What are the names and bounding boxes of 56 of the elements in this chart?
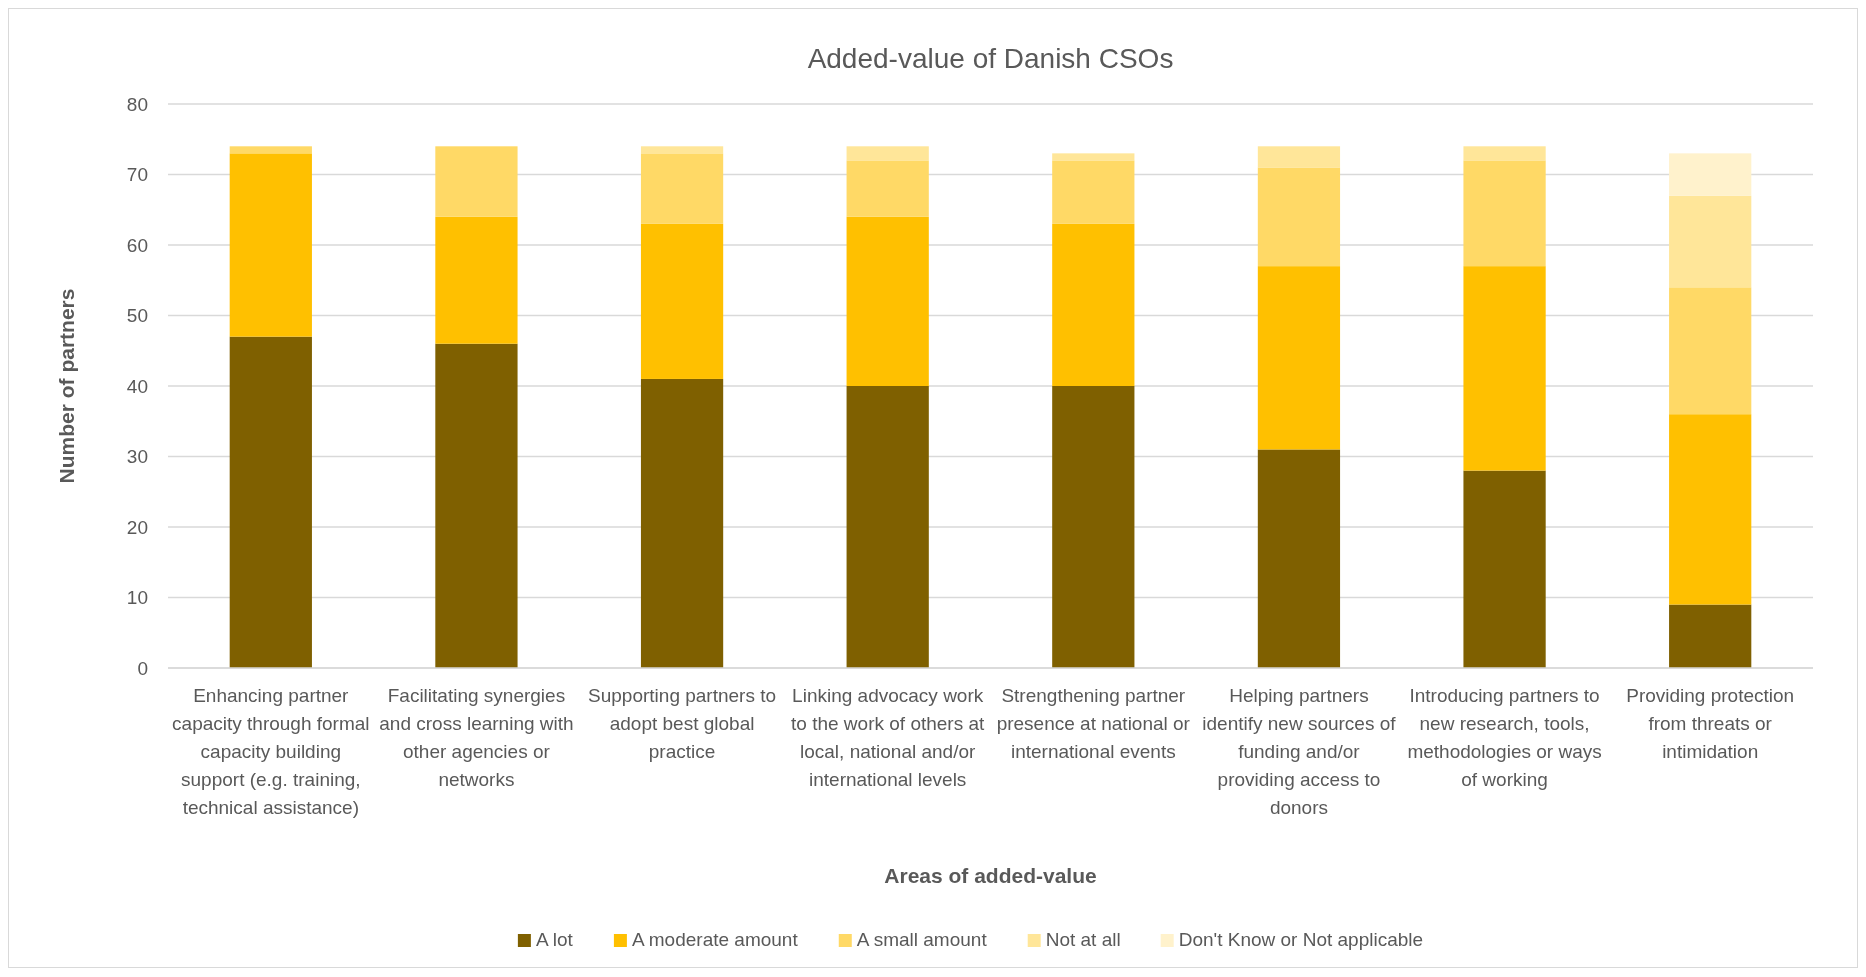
- bar: [1463, 266, 1546, 471]
- x-tick-label: Strengthening partner presence at national or international events: [996, 685, 1191, 762]
- bar: [640, 146, 724, 154]
- y-tick-label: 0: [137, 657, 148, 679]
- bar: [1669, 414, 1752, 605]
- x-tick-label: Introducing partners to new research, tools, methodologies or ways of working: [1407, 685, 1602, 790]
- bar: [846, 160, 929, 217]
- bar: [1257, 449, 1341, 668]
- bar: [1669, 604, 1752, 668]
- bar: [1669, 287, 1752, 415]
- bar: [229, 336, 312, 668]
- bar: [1257, 266, 1341, 450]
- bar: [640, 378, 724, 668]
- x-tick-label: Providing protection from threats or intimidation: [1626, 685, 1795, 762]
- y-tick-label: 80: [126, 93, 148, 115]
- bar: [1463, 470, 1546, 668]
- legend-label: A small amount: [856, 929, 988, 950]
- bar: [1257, 167, 1341, 267]
- bar: [1052, 160, 1135, 224]
- y-tick-label: 30: [126, 446, 148, 468]
- y-axis-title: Number of partners: [55, 288, 78, 484]
- chart-title: Added-value of Danish CSOs: [807, 43, 1174, 74]
- bar: [1052, 386, 1135, 668]
- y-tick-label: 50: [126, 305, 148, 327]
- legend-label: A moderate amount: [631, 929, 799, 950]
- bar: [1257, 146, 1341, 168]
- bar: [846, 216, 929, 386]
- x-tick-label: Helping partners identify new sources of funding and/or providing access to donors: [1202, 685, 1397, 818]
- legend-label: Not at all: [1045, 929, 1121, 950]
- bar: [1463, 146, 1546, 161]
- bar: [1463, 160, 1546, 267]
- x-tick-label: Enhancing partner capacity through formal capacity building support (e.g. training, technical assistance): [172, 685, 370, 818]
- x-tick-label: Linking advocacy work to the work of others at local, national and/or international levels: [791, 685, 986, 790]
- bar: [435, 343, 518, 668]
- y-tick-label: 40: [126, 375, 148, 397]
- x-tick-label: Supporting partners to adopt best global practice: [588, 685, 777, 762]
- bar: [1052, 223, 1135, 386]
- y-tick-label: 10: [126, 587, 148, 609]
- bar: [846, 146, 929, 161]
- bar: [640, 153, 724, 224]
- bar: [640, 223, 724, 379]
- x-tick-label: Facilitating synergies and cross learning with other agencies or networks: [379, 685, 574, 790]
- bar: [229, 153, 312, 337]
- bar: [846, 386, 929, 668]
- bar: [1669, 195, 1752, 288]
- y-tick-label: 70: [126, 164, 148, 186]
- bar: [435, 216, 518, 344]
- x-axis-title: Areas of added-value: [884, 864, 1097, 887]
- bar: [435, 146, 518, 217]
- bar: [1052, 153, 1135, 161]
- y-tick-label: 20: [126, 516, 148, 538]
- bar: [229, 146, 312, 154]
- legend-label: Don't Know or Not applicable: [1178, 929, 1424, 950]
- legend-label: A lot: [535, 929, 574, 950]
- y-tick-label: 60: [126, 234, 148, 256]
- bar: [1669, 153, 1752, 196]
